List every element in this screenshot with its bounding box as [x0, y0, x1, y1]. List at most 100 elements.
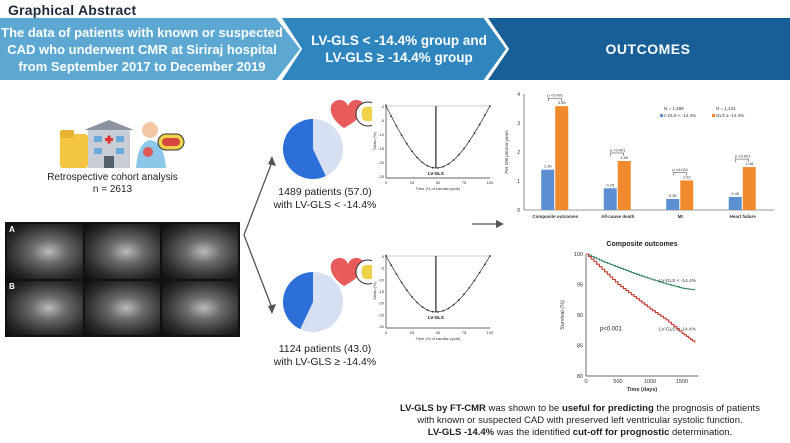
legend-n: N = 1,124 [716, 106, 736, 111]
strain-point [411, 150, 413, 153]
x-tick-label: 75 [462, 330, 467, 335]
folder-icon [60, 134, 88, 168]
legend-swatch [660, 114, 663, 117]
survival-curve [586, 253, 696, 291]
bar [555, 106, 569, 210]
x-tick-label: 100 [487, 330, 494, 335]
conclusion-line-3: LV-GLS -14.4% was the identified cut-off… [427, 427, 733, 438]
cmr-image [84, 224, 161, 279]
y-axis-label: Survival (%) [560, 300, 566, 330]
survival-curve [586, 253, 696, 343]
category-label: MI [678, 214, 683, 219]
arrowhead [268, 156, 276, 166]
banner-line: LV-GLS ≥ -14.4% group [325, 50, 473, 65]
bar-value-label: 0.38 [669, 193, 678, 198]
group-high-label: with LV-GLS ≥ -14.4% [273, 356, 377, 368]
plaque [362, 265, 374, 279]
strain-point [478, 123, 481, 126]
strain-point [431, 310, 434, 313]
y-tick-label: 80 [577, 374, 583, 380]
banner-outcomes: OUTCOMES [488, 18, 790, 80]
cmr-image [162, 224, 238, 279]
strain-point [473, 279, 476, 282]
heart-icon [143, 147, 153, 157]
x-tick-label: 1000 [644, 379, 656, 385]
hospital-illustration [60, 120, 185, 168]
x-tick-label: 25 [410, 330, 415, 335]
y-tick-label: -5 [380, 266, 384, 271]
y-tick-label: -10 [378, 277, 385, 282]
significance-bracket [548, 97, 562, 102]
strain-point [416, 301, 419, 304]
strain-point [395, 273, 398, 275]
strain-point [390, 115, 393, 117]
p-value-label: p <0.001 [547, 93, 563, 98]
strain-point [489, 255, 491, 257]
window [116, 148, 124, 154]
strain-point [468, 140, 471, 143]
plaque [362, 107, 374, 121]
strain-point [457, 299, 460, 301]
cmr-image: B [7, 280, 83, 335]
gls-marker-label: LV-GLS [428, 315, 444, 320]
strain-point [442, 165, 445, 168]
bar-value-label: 0.75 [606, 182, 615, 187]
bar [603, 188, 617, 210]
strain-point [457, 153, 460, 156]
p-value-label: p <0.001 [735, 154, 751, 159]
x-tick-label: 0 [385, 330, 388, 335]
cmr-image [84, 280, 161, 335]
x-tick-label: 75 [462, 180, 467, 185]
strain-point [395, 125, 398, 127]
pie-high-gls [283, 272, 343, 332]
cmr-image: A [7, 224, 83, 279]
cmr-image [162, 280, 238, 335]
bar-value-label: 1.39 [544, 164, 553, 169]
y-tick-label: 0 [517, 208, 520, 214]
significance-bracket [673, 172, 687, 176]
x-axis-label: Time (% of cardiac cycle) [416, 336, 461, 341]
cohort-line: Retrospective cohort analysis [47, 172, 178, 183]
bar [541, 169, 555, 210]
strain-point [447, 163, 450, 165]
bar [680, 180, 694, 210]
strain-point [442, 309, 445, 312]
strain-point [468, 286, 471, 289]
y-tick-label: -5 [380, 118, 384, 123]
y-tick-label: 85 [577, 344, 583, 350]
series-label: LV-GLS ≥ -14.4% [659, 326, 697, 332]
strain-curve [385, 255, 491, 313]
legend-n: N = 1,489 [664, 106, 684, 111]
strain-point [405, 289, 408, 291]
bar-value-label: 1.69 [620, 155, 629, 160]
strain-point [452, 303, 455, 306]
pie-low-gls [283, 119, 343, 179]
legend-label: GLS ≥ -14.4% [716, 113, 744, 118]
x-tick-label: 0 [385, 180, 388, 185]
panel-label: A [9, 225, 15, 234]
bar-value-label: 0.45 [731, 191, 740, 196]
p-value-label: p <0.001 [672, 167, 688, 172]
strain-point [400, 134, 403, 137]
banner-line: from September 2017 to December 2019 [18, 58, 266, 74]
strain-point [478, 271, 481, 274]
branch-arrows [243, 156, 276, 314]
x-axis-label: Time (% of cardiac cycle) [416, 186, 461, 191]
y-tick-label: 0 [382, 254, 385, 259]
category-label: All-cause death [601, 214, 635, 219]
strain-point [416, 156, 419, 159]
y-axis-label: Strain (%) [372, 281, 377, 299]
strain-point [426, 164, 429, 167]
arrowhead [496, 220, 504, 228]
strain-point [411, 295, 413, 298]
window [94, 148, 102, 154]
strain-point [405, 142, 408, 145]
bar [742, 167, 756, 210]
y-tick-label: -20 [378, 301, 385, 306]
x-axis-label: Time (days) [627, 387, 658, 393]
y-tick-label: 0 [382, 104, 385, 109]
strain-point [437, 310, 439, 313]
conclusion-line-2: with known or suspected CAD with preserv… [417, 415, 743, 426]
